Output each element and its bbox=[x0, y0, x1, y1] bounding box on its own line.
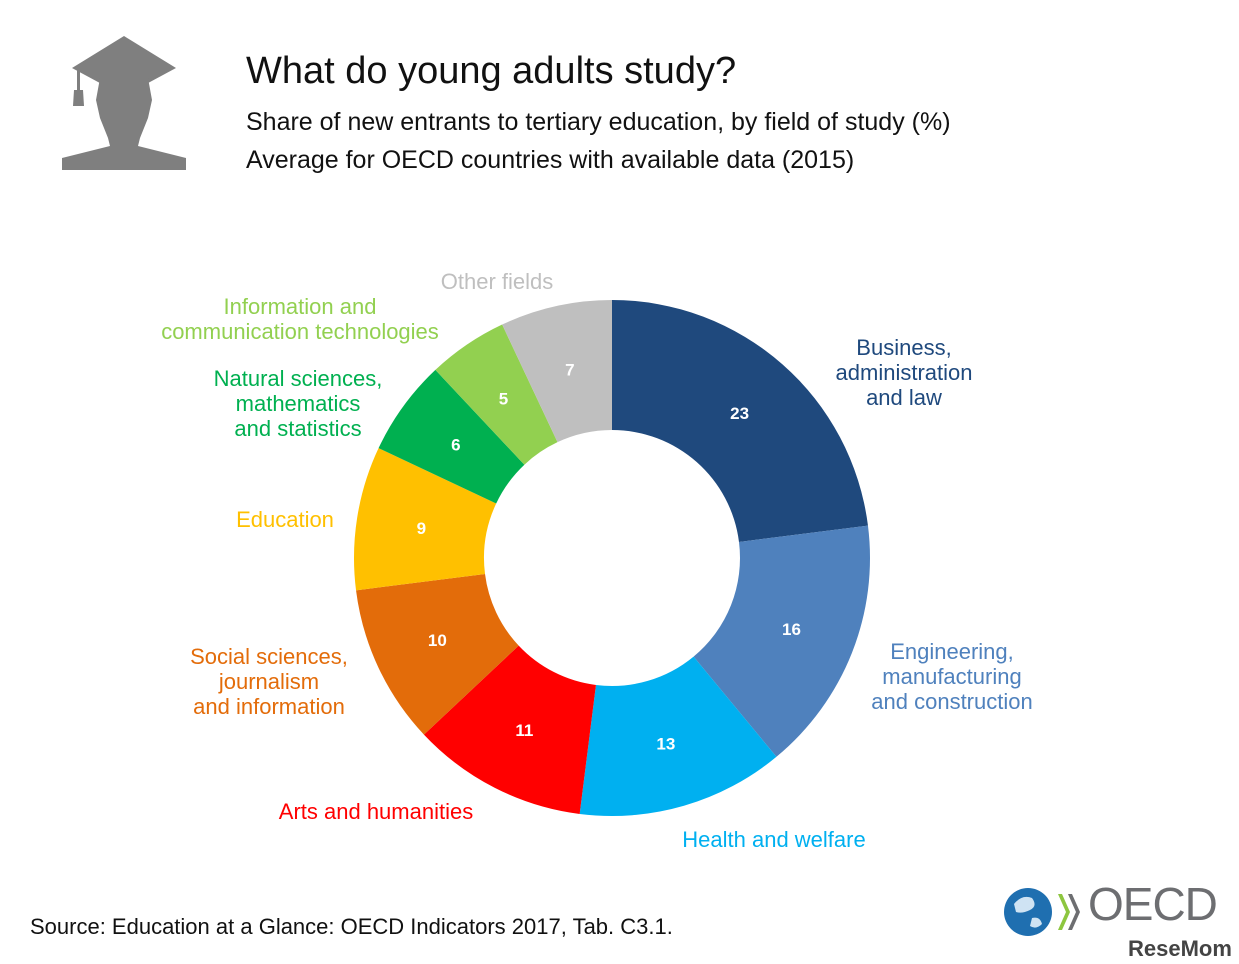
watermark: ReseMom bbox=[1128, 936, 1232, 961]
donut-slice bbox=[435, 324, 558, 465]
category-label-line: journalism bbox=[218, 669, 320, 694]
category-label: Social sciences, journalism and informatio… bbox=[190, 644, 348, 719]
category-label-line: Other fields bbox=[440, 269, 554, 294]
data-label: 11 bbox=[515, 721, 533, 740]
data-label: 13 bbox=[656, 734, 675, 753]
category-label-line: Business, bbox=[856, 335, 952, 360]
donut-slice bbox=[502, 300, 612, 443]
category-label: Education bbox=[236, 507, 334, 532]
source-note: Source: Education at a Glance: OECD Indi… bbox=[30, 914, 673, 939]
chart-subtitle: Share of new entrants to tertiary educat… bbox=[246, 108, 951, 136]
data-label: 5 bbox=[499, 389, 508, 408]
category-label-line: and construction bbox=[871, 689, 1033, 714]
category-label-line: Social sciences, bbox=[190, 644, 348, 669]
data-label: 6 bbox=[451, 436, 460, 455]
category-label-line: Arts and humanities bbox=[278, 799, 474, 824]
oecd-logo-text: OECD bbox=[1088, 878, 1218, 930]
data-label: 9 bbox=[417, 519, 426, 538]
category-label: Engineering, manufacturing and constructio… bbox=[871, 639, 1032, 714]
category-label: Business, administration and law bbox=[836, 335, 973, 410]
donut-slice bbox=[579, 656, 777, 816]
category-label-line: manufacturing bbox=[882, 664, 1022, 689]
chart-subtitle-2: Average for OECD countries with availabl… bbox=[246, 146, 855, 174]
category-label-line: Information and bbox=[223, 294, 377, 319]
data-label: 10 bbox=[428, 631, 447, 650]
chart-title: What do young adults study? bbox=[246, 50, 737, 92]
category-label: Other fields bbox=[441, 269, 554, 294]
category-label-line: and information bbox=[193, 694, 345, 719]
category-label-line: and law bbox=[866, 385, 942, 410]
category-label-line: Engineering, bbox=[890, 639, 1014, 664]
category-label-line: Education bbox=[236, 507, 334, 532]
donut-slice bbox=[378, 369, 525, 504]
donut-slice bbox=[423, 645, 596, 814]
category-label-line: Natural sciences, bbox=[213, 366, 383, 391]
data-label: 16 bbox=[782, 620, 801, 639]
donut-slice bbox=[356, 574, 519, 735]
oecd-globe-logo-icon bbox=[1004, 888, 1080, 936]
category-label: Information and communication technologie… bbox=[161, 294, 439, 344]
category-label-line: mathematics bbox=[235, 391, 361, 416]
category-label: Natural sciences, mathematics and statisti… bbox=[214, 366, 383, 441]
category-label-line: administration bbox=[835, 360, 973, 385]
donut-slice bbox=[353, 448, 497, 591]
data-label: 7 bbox=[565, 361, 574, 380]
category-label: Health and welfare bbox=[682, 827, 865, 852]
graduate-icon bbox=[62, 36, 186, 170]
donut-slice bbox=[693, 525, 870, 757]
donut-slice bbox=[612, 300, 868, 542]
category-label: Arts and humanities bbox=[279, 799, 473, 824]
data-label: 23 bbox=[730, 404, 749, 423]
category-label-line: Health and welfare bbox=[682, 827, 866, 852]
category-label-line: communication technologies bbox=[161, 319, 439, 344]
category-label-line: and statistics bbox=[234, 416, 362, 441]
